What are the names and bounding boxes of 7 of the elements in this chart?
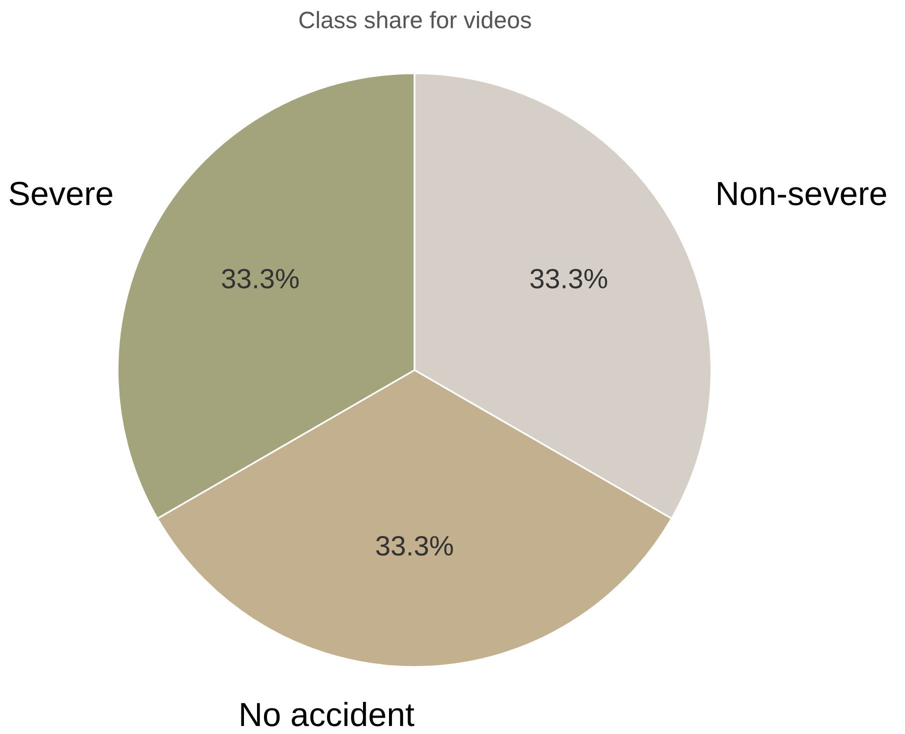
data-label: 33.3%: [222, 268, 299, 288]
slice-label: Severe: [10, 182, 112, 206]
data-label: 33.3%: [376, 536, 453, 556]
slice-label: No accident: [241, 702, 414, 726]
data-label: 33.3%: [530, 268, 608, 288]
slice-label: Non-severe: [718, 182, 886, 206]
chart-title: Class share for videos: [299, 11, 531, 28]
